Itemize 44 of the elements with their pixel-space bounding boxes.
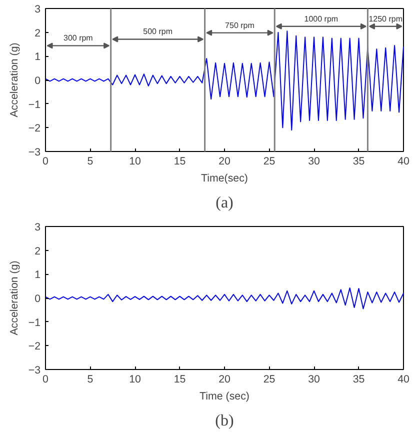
x-tick-label: 15 (174, 374, 186, 386)
x-tick-label: 30 (308, 374, 320, 386)
x-tick-label: 0 (42, 156, 49, 168)
y-tick-label: 0 (34, 293, 41, 305)
x-axis-title: Time (sec) (200, 390, 250, 402)
x-axis-title: Time(sec) (201, 172, 248, 184)
x-tick-label: 5 (87, 374, 94, 386)
x-tick-label: 20 (218, 374, 230, 386)
annotation: 300 rpm (63, 34, 94, 43)
x-tick-label: 20 (218, 156, 230, 168)
y-tick-label: 1 (34, 51, 41, 64)
y-tick-label: 0 (34, 75, 41, 87)
annotation: 750 rpm (225, 20, 255, 30)
x-tick-label: 25 (263, 156, 276, 168)
y-tick-label: 1 (34, 269, 41, 282)
x-tick-label: 5 (87, 156, 94, 168)
annotation: 1000 rpm (304, 14, 338, 24)
x-tick-label: 35 (352, 156, 365, 168)
x-tick-label: 15 (174, 156, 186, 168)
y-axis-title: Acceleration (g) (8, 260, 20, 336)
y-tick-label: −3 (28, 364, 41, 376)
y-tick-label: 3 (34, 222, 41, 234)
x-tick-label: 25 (263, 374, 276, 386)
y-tick-label: −3 (28, 146, 41, 158)
y-tick-label: −1 (28, 98, 41, 111)
text: (a) (216, 194, 234, 212)
line-series (46, 287, 404, 310)
x-tick-label: 10 (129, 374, 141, 386)
x-tick-label: 35 (352, 374, 365, 386)
y-tick-label: −2 (28, 340, 41, 353)
x-tick-label: 40 (398, 156, 410, 168)
text: (b) (215, 412, 234, 430)
y-tick-label: 3 (34, 4, 41, 16)
annotation: 500 rpm (143, 27, 173, 36)
x-tick-label: 10 (129, 156, 141, 168)
x-tick-label: 40 (398, 374, 410, 386)
y-tick-label: −2 (28, 122, 41, 135)
x-tick-label: 30 (308, 156, 320, 168)
y-tick-label: −1 (28, 316, 41, 329)
y-tick-label: 2 (34, 245, 41, 258)
annotation: 1250 rpm (368, 14, 403, 24)
y-axis-title: Acceleration (g) (8, 42, 20, 118)
y-tick-label: 2 (34, 27, 41, 40)
x-tick-label: 0 (42, 374, 49, 386)
